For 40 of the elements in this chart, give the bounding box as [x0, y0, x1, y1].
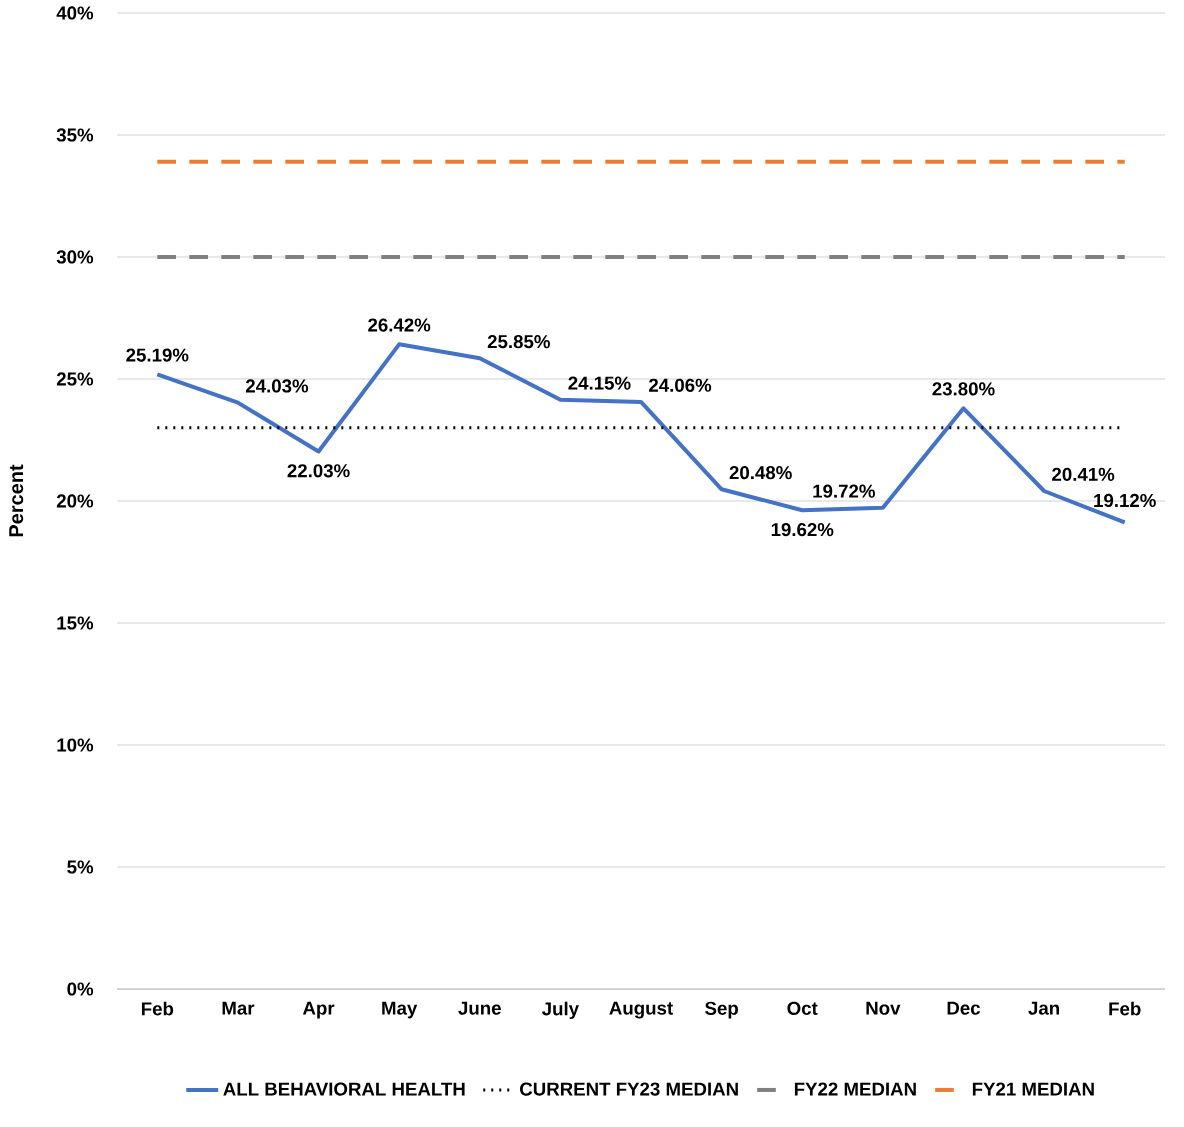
- y-tick-label: 10%: [57, 738, 94, 752]
- y-tick-label: 15%: [57, 616, 94, 630]
- y-tick-label: 20%: [56, 494, 94, 508]
- x-tick-label: May: [382, 1001, 418, 1019]
- data-label: 20.48%: [729, 466, 792, 480]
- x-tick-label: Sep: [705, 1001, 738, 1019]
- x-tick-label: Jan: [1028, 1001, 1060, 1015]
- x-tick-label: August: [609, 1001, 673, 1019]
- y-tick-label: 0%: [67, 982, 94, 996]
- data-label: 25.85%: [487, 334, 550, 349]
- data-label: 25.19%: [126, 348, 189, 362]
- x-tick-label: Nov: [866, 1001, 901, 1015]
- x-tick-label: Dec: [947, 1001, 981, 1015]
- data-label: 19.72%: [813, 484, 875, 498]
- data-label: 24.03%: [245, 379, 309, 393]
- x-tick-label: July: [542, 1001, 579, 1020]
- data-label: 26.42%: [368, 318, 431, 332]
- data-label: 23.80%: [932, 382, 995, 396]
- legend-label: FY21 MEDIAN: [972, 1082, 1094, 1096]
- legend-label: ALL BEHAVIORAL HEALTH: [223, 1082, 465, 1096]
- data-label: 20.41%: [1052, 467, 1115, 481]
- legend-label: CURRENT FY23 MEDIAN: [520, 1082, 738, 1096]
- x-tick-label: Feb: [1109, 1001, 1141, 1016]
- data-label: 19.62%: [771, 522, 834, 537]
- y-tick-label: 35%: [56, 128, 94, 142]
- y-tick-label: 30%: [56, 250, 94, 264]
- data-label: 24.15%: [568, 376, 631, 390]
- y-tick-label: 5%: [67, 860, 94, 874]
- x-tick-label: Apr: [302, 1001, 335, 1019]
- data-label: 24.06%: [649, 378, 712, 392]
- data-label: 19.12%: [1094, 493, 1156, 508]
- y-tick-label: 25%: [56, 372, 94, 386]
- x-tick-label: Mar: [222, 1001, 255, 1015]
- legend-label: FY22 MEDIAN: [794, 1082, 916, 1096]
- data-label: 22.03%: [287, 464, 350, 478]
- x-tick-label: June: [458, 1001, 501, 1015]
- x-tick-label: Oct: [787, 1001, 818, 1015]
- y-axis-title: Percent: [9, 464, 24, 537]
- y-tick-label: 40%: [56, 6, 94, 20]
- x-tick-label: Feb: [141, 1001, 174, 1016]
